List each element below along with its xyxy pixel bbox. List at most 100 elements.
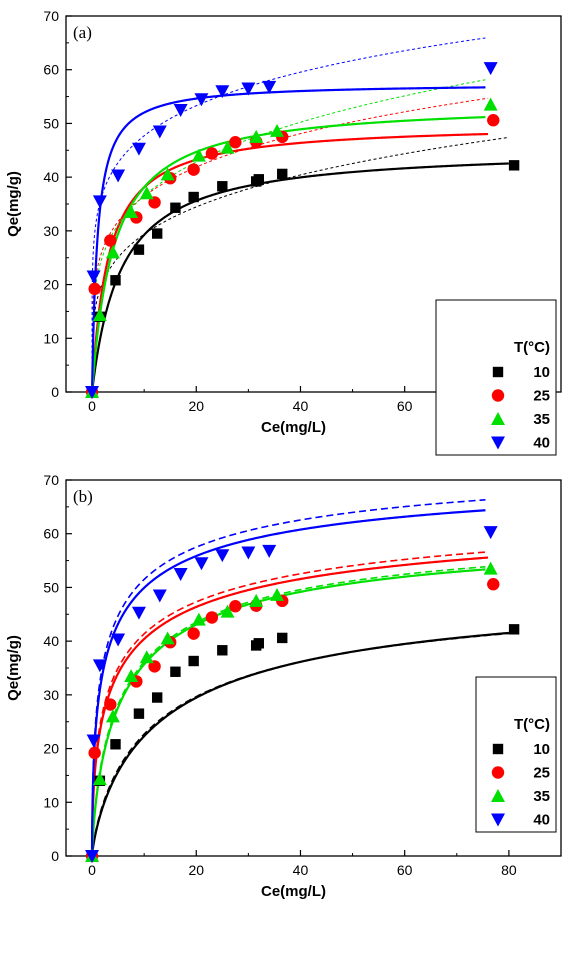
- fit-solid-40: [90, 86, 486, 392]
- data-point-40: [86, 734, 101, 748]
- data-point-10: [110, 275, 121, 286]
- y-tick-label: 10: [43, 330, 59, 346]
- data-point-35: [92, 772, 107, 786]
- data-point-35: [483, 97, 498, 111]
- legend-label-25: 25: [533, 388, 550, 405]
- y-tick-label: 50: [43, 115, 59, 131]
- fit-solid-35: [90, 568, 486, 856]
- data-point-10: [133, 708, 145, 719]
- data-point-35: [139, 650, 154, 664]
- x-tick-label: 0: [88, 862, 96, 878]
- data-point-40: [483, 62, 498, 76]
- data-point-10: [133, 244, 145, 255]
- y-axis-title: Qe(mg/g): [5, 635, 22, 701]
- data-point-10: [170, 666, 181, 677]
- data-point-40: [131, 606, 146, 620]
- data-point-25: [104, 234, 117, 247]
- legend-title: T(°C): [514, 716, 550, 733]
- x-tick-label: 60: [397, 862, 413, 878]
- data-point-35: [249, 593, 264, 607]
- data-point-25: [148, 196, 161, 209]
- x-tick-label: 0: [88, 398, 96, 414]
- fit-dashed-35: [91, 565, 486, 856]
- data-point-40: [152, 589, 167, 603]
- y-tick-label: 30: [43, 687, 59, 703]
- data-point-25: [487, 114, 500, 127]
- legend-marker-35: [491, 789, 505, 802]
- data-point-35: [124, 669, 139, 683]
- legend-label-10: 10: [533, 364, 550, 381]
- data-point-25: [148, 660, 161, 673]
- fit-solid-10: [90, 162, 509, 392]
- data-point-40: [92, 659, 107, 673]
- panel-label: (b): [73, 487, 93, 506]
- series-35: [85, 561, 498, 862]
- legend-label-25: 25: [533, 765, 550, 782]
- fit-solid-40: [90, 509, 486, 856]
- data-point-10: [277, 632, 288, 644]
- data-point-40: [152, 125, 167, 139]
- legend-title: T(°C): [514, 339, 550, 356]
- legend-marker-10: [492, 366, 504, 378]
- data-point-40: [215, 549, 230, 563]
- data-point-40: [111, 633, 126, 647]
- fit-dashed-40: [91, 499, 486, 856]
- x-tick-label: 40: [293, 398, 309, 414]
- series-35: [85, 97, 498, 398]
- fit-solid-35: [90, 116, 486, 392]
- x-tick-label: 20: [188, 862, 204, 878]
- data-point-10: [170, 202, 181, 213]
- data-point-25: [187, 627, 200, 640]
- x-tick-label: 60: [397, 398, 413, 414]
- data-point-35: [270, 587, 285, 601]
- data-point-10: [217, 645, 228, 656]
- y-tick-label: 60: [43, 526, 59, 542]
- fit-dashed-25: [91, 551, 489, 856]
- data-point-40: [131, 142, 146, 156]
- y-tick-label: 0: [51, 848, 59, 864]
- y-tick-label: 20: [43, 741, 59, 757]
- chart-panel-2: 0 10 20 30 40 50 60 70 0 20 40 60 80 Ce(mg/L) Qe(mg/g)…: [5, 472, 562, 900]
- y-tick-label: 40: [43, 169, 59, 185]
- x-tick-label: 20: [188, 398, 204, 414]
- data-point-25: [88, 746, 101, 760]
- data-point-35: [105, 709, 120, 723]
- data-point-25: [229, 600, 242, 613]
- data-point-40: [241, 546, 256, 560]
- data-point-40: [173, 104, 188, 117]
- data-point-10: [253, 174, 264, 185]
- data-point-10: [277, 168, 288, 180]
- data-point-10: [188, 191, 199, 203]
- legend-label-40: 40: [533, 812, 550, 829]
- legend-marker-25: [491, 389, 505, 402]
- legend-marker-25: [491, 766, 505, 779]
- x-tick-label: 80: [501, 862, 517, 878]
- series-40: [85, 62, 498, 399]
- data-point-10: [151, 692, 163, 703]
- data-point-10: [151, 228, 163, 239]
- legend-label-10: 10: [533, 741, 550, 758]
- fit-dashed-40: [91, 37, 486, 392]
- legend: T(°C) 10 25 35 40: [475, 676, 557, 833]
- data-point-10: [508, 160, 520, 171]
- legend-box: [435, 299, 557, 456]
- data-point-40: [92, 195, 107, 209]
- fit-solid-10: [90, 631, 509, 856]
- legend-box: [475, 676, 557, 833]
- data-point-25: [88, 282, 101, 296]
- data-point-40: [85, 850, 100, 863]
- y-tick-label: 0: [51, 384, 59, 400]
- legend-marker-35: [491, 412, 505, 425]
- data-point-10: [217, 181, 228, 192]
- data-point-35: [483, 561, 498, 575]
- data-point-25: [187, 163, 200, 176]
- data-point-40: [111, 169, 126, 183]
- data-point-35: [249, 129, 264, 143]
- data-point-40: [262, 80, 277, 94]
- y-tick-label: 10: [43, 794, 59, 810]
- x-tick-label: 40: [293, 862, 309, 878]
- y-tick-label: 40: [43, 633, 59, 649]
- legend: T(°C) 10 25 35 40: [435, 299, 557, 456]
- legend-marker-40: [491, 813, 505, 827]
